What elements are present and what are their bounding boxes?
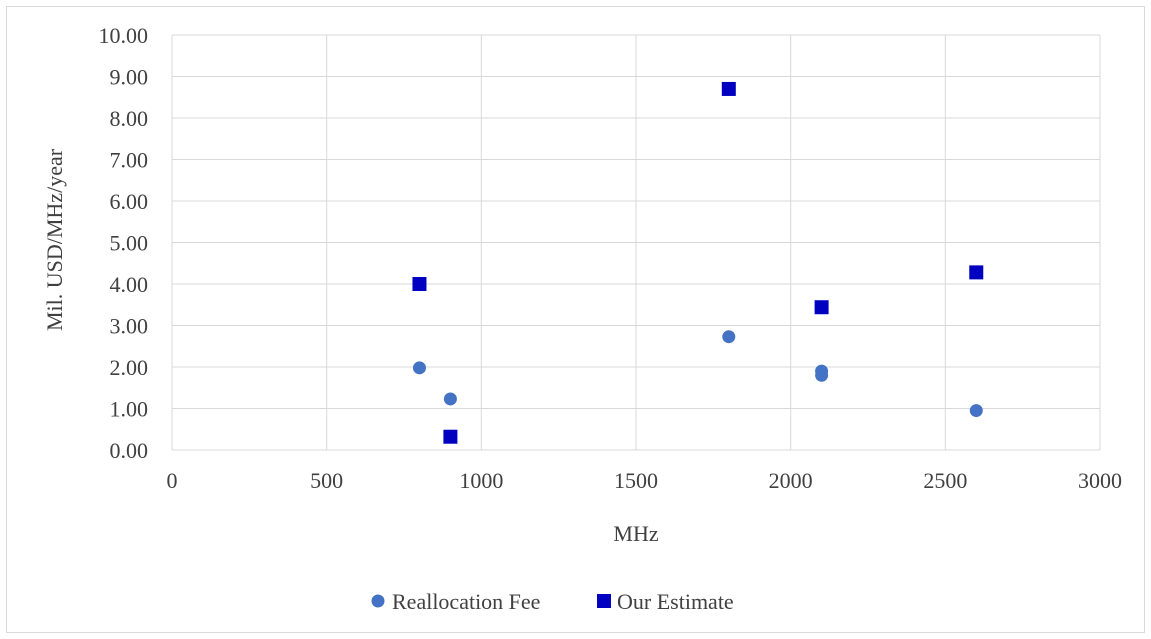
legend: Reallocation Fee Our Estimate: [371, 589, 734, 614]
y-tick-label: 1.00: [110, 397, 149, 422]
y-tick-label: 2.00: [110, 355, 149, 380]
y-tick-label: 3.00: [110, 314, 149, 339]
x-tick-label: 3000: [1078, 468, 1122, 493]
our-estimate-point: [412, 277, 427, 291]
reallocation-fee-point: [722, 330, 736, 344]
y-tick-label: 9.00: [110, 65, 149, 90]
y-tick-label: 5.00: [110, 231, 149, 256]
y-tick-label: 8.00: [110, 106, 149, 131]
our-estimate-point: [721, 81, 736, 96]
our-estimate-point: [814, 300, 829, 315]
legend-marker-our-estimate: [597, 594, 611, 608]
our-estimate-point: [443, 429, 458, 444]
legend-label: Our Estimate: [617, 589, 734, 614]
y-axis-ticks: 0.00 1.00 2.00 3.00 4.00 5.00 6.00 7.00 8.00 9.00…: [99, 23, 149, 463]
grid: [171, 34, 1101, 451]
data-points: [412, 81, 984, 444]
y-tick-label: 7.00: [110, 148, 149, 173]
legend-marker-reallocation-fee: [371, 594, 385, 608]
reallocation-fee-point: [412, 361, 426, 375]
x-tick-label: 2000: [769, 468, 813, 493]
chart-border: [6, 6, 1145, 633]
x-axis-ticks: 0 500 1000 1500 2000 2500 3000: [167, 468, 1123, 493]
y-tick-label: 4.00: [110, 272, 149, 297]
x-tick-label: 1000: [459, 468, 503, 493]
our-estimate-point: [969, 265, 984, 280]
reallocation-fee-point: [443, 392, 457, 406]
x-tick-label: 2500: [923, 468, 967, 493]
y-tick-label: 6.00: [110, 189, 149, 214]
x-tick-label: 500: [310, 468, 343, 493]
reallocation-fee-point: [969, 404, 983, 418]
legend-label: Reallocation Fee: [392, 589, 540, 614]
x-axis-title: MHz: [613, 521, 658, 546]
x-tick-label: 1500: [614, 468, 658, 493]
y-tick-label: 0.00: [110, 438, 149, 463]
reallocation-fee-point: [815, 368, 829, 382]
x-tick-label: 0: [167, 468, 178, 493]
y-tick-label: 10.00: [99, 23, 149, 48]
y-axis-title: Mil. USD/MHz/year: [42, 148, 67, 331]
